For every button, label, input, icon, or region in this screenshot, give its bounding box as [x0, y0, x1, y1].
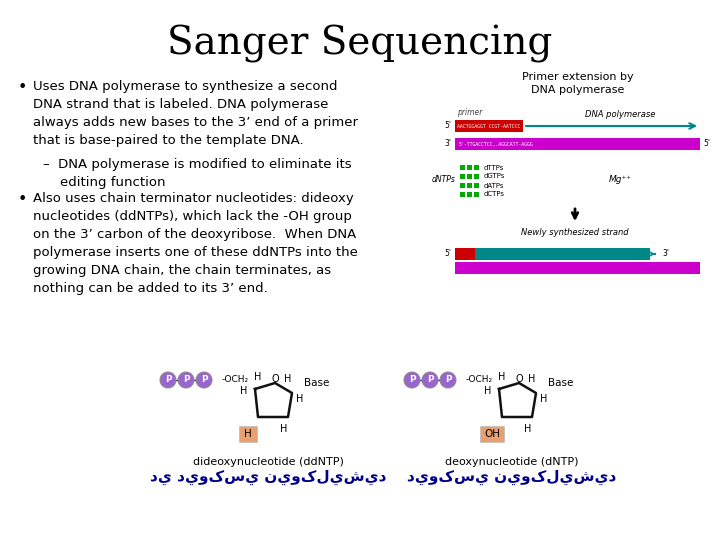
Text: P: P [183, 375, 189, 384]
Text: dTTPs: dTTPs [484, 165, 505, 171]
Text: •: • [18, 192, 27, 207]
Text: H: H [244, 429, 252, 439]
Text: Primer extension by
DNA polymerase: Primer extension by DNA polymerase [522, 72, 634, 95]
Text: –  DNA polymerase is modified to eliminate its
    editing function: – DNA polymerase is modified to eliminat… [43, 158, 351, 189]
Text: OH: OH [484, 429, 500, 439]
Text: P: P [445, 375, 451, 384]
Text: H: H [284, 374, 292, 384]
Text: 5'-TTGACCTCC..AGGCATT-AGGG: 5'-TTGACCTCC..AGGCATT-AGGG [459, 141, 534, 146]
Text: ديوکسي نيوکليشيد: ديوکسي نيوکليشيد [408, 469, 617, 484]
FancyBboxPatch shape [460, 192, 465, 197]
Text: 5': 5' [444, 249, 451, 259]
Text: •: • [18, 80, 27, 95]
FancyBboxPatch shape [455, 120, 523, 132]
Text: 5': 5' [444, 122, 451, 131]
FancyBboxPatch shape [455, 138, 700, 150]
Circle shape [440, 372, 456, 388]
FancyBboxPatch shape [480, 426, 504, 442]
Text: AACTGGAGGT CCGT-AATCCC: AACTGGAGGT CCGT-AATCCC [457, 124, 521, 129]
Text: Sanger Sequencing: Sanger Sequencing [167, 25, 553, 63]
Text: Base: Base [304, 378, 329, 388]
FancyBboxPatch shape [474, 174, 479, 179]
FancyBboxPatch shape [460, 165, 465, 170]
FancyBboxPatch shape [475, 248, 650, 260]
Text: dNTPs: dNTPs [432, 176, 456, 185]
FancyBboxPatch shape [474, 192, 479, 197]
FancyBboxPatch shape [467, 192, 472, 197]
FancyBboxPatch shape [455, 262, 700, 274]
Text: P: P [427, 375, 433, 384]
Text: primer: primer [457, 108, 482, 117]
Circle shape [196, 372, 212, 388]
FancyBboxPatch shape [467, 165, 472, 170]
Text: Also uses chain terminator nucleotides: dideoxy
nucleotides (ddNTPs), which lack: Also uses chain terminator nucleotides: … [33, 192, 358, 295]
Text: Uses DNA polymerase to synthesize a second
DNA strand that is labeled. DNA polym: Uses DNA polymerase to synthesize a seco… [33, 80, 358, 147]
Text: H: H [540, 394, 548, 404]
Text: -OCH₂: -OCH₂ [222, 375, 249, 384]
Text: 3': 3' [444, 139, 451, 148]
Circle shape [178, 372, 194, 388]
Text: H: H [524, 424, 531, 434]
Text: H: H [240, 386, 248, 396]
Text: DNA polymerase: DNA polymerase [585, 110, 655, 119]
FancyBboxPatch shape [467, 183, 472, 188]
FancyBboxPatch shape [467, 174, 472, 179]
Text: dCTPs: dCTPs [484, 192, 505, 198]
Text: H: H [498, 372, 505, 382]
Text: دي ديوکسي نيوکليشيد: دي ديوکسي نيوکليشيد [150, 469, 386, 484]
Text: O: O [516, 374, 523, 384]
Text: O: O [271, 374, 279, 384]
Text: 3': 3' [662, 249, 669, 259]
Circle shape [160, 372, 176, 388]
Text: H: H [280, 424, 288, 434]
Text: deoxynucleotide (dNTP): deoxynucleotide (dNTP) [445, 457, 579, 467]
FancyBboxPatch shape [474, 183, 479, 188]
Text: P: P [409, 375, 415, 384]
Text: Base: Base [548, 378, 573, 388]
Text: -OCH₂: -OCH₂ [466, 375, 493, 384]
Text: P: P [165, 375, 171, 384]
FancyBboxPatch shape [455, 248, 475, 260]
Text: dideoxynucleotide (ddNTP): dideoxynucleotide (ddNTP) [192, 457, 343, 467]
FancyBboxPatch shape [460, 183, 465, 188]
Text: H: H [485, 386, 492, 396]
Text: 5': 5' [703, 139, 710, 148]
Text: H: H [254, 372, 261, 382]
Text: H: H [297, 394, 304, 404]
Text: H: H [528, 374, 536, 384]
Text: Newly synthesized strand: Newly synthesized strand [521, 228, 629, 237]
FancyBboxPatch shape [460, 174, 465, 179]
Text: Mg⁺⁺: Mg⁺⁺ [608, 176, 631, 185]
Text: P: P [201, 375, 207, 384]
Circle shape [422, 372, 438, 388]
Text: dGTPs: dGTPs [484, 173, 505, 179]
Text: dATPs: dATPs [484, 183, 505, 188]
Circle shape [404, 372, 420, 388]
FancyBboxPatch shape [474, 165, 479, 170]
FancyBboxPatch shape [239, 426, 257, 442]
